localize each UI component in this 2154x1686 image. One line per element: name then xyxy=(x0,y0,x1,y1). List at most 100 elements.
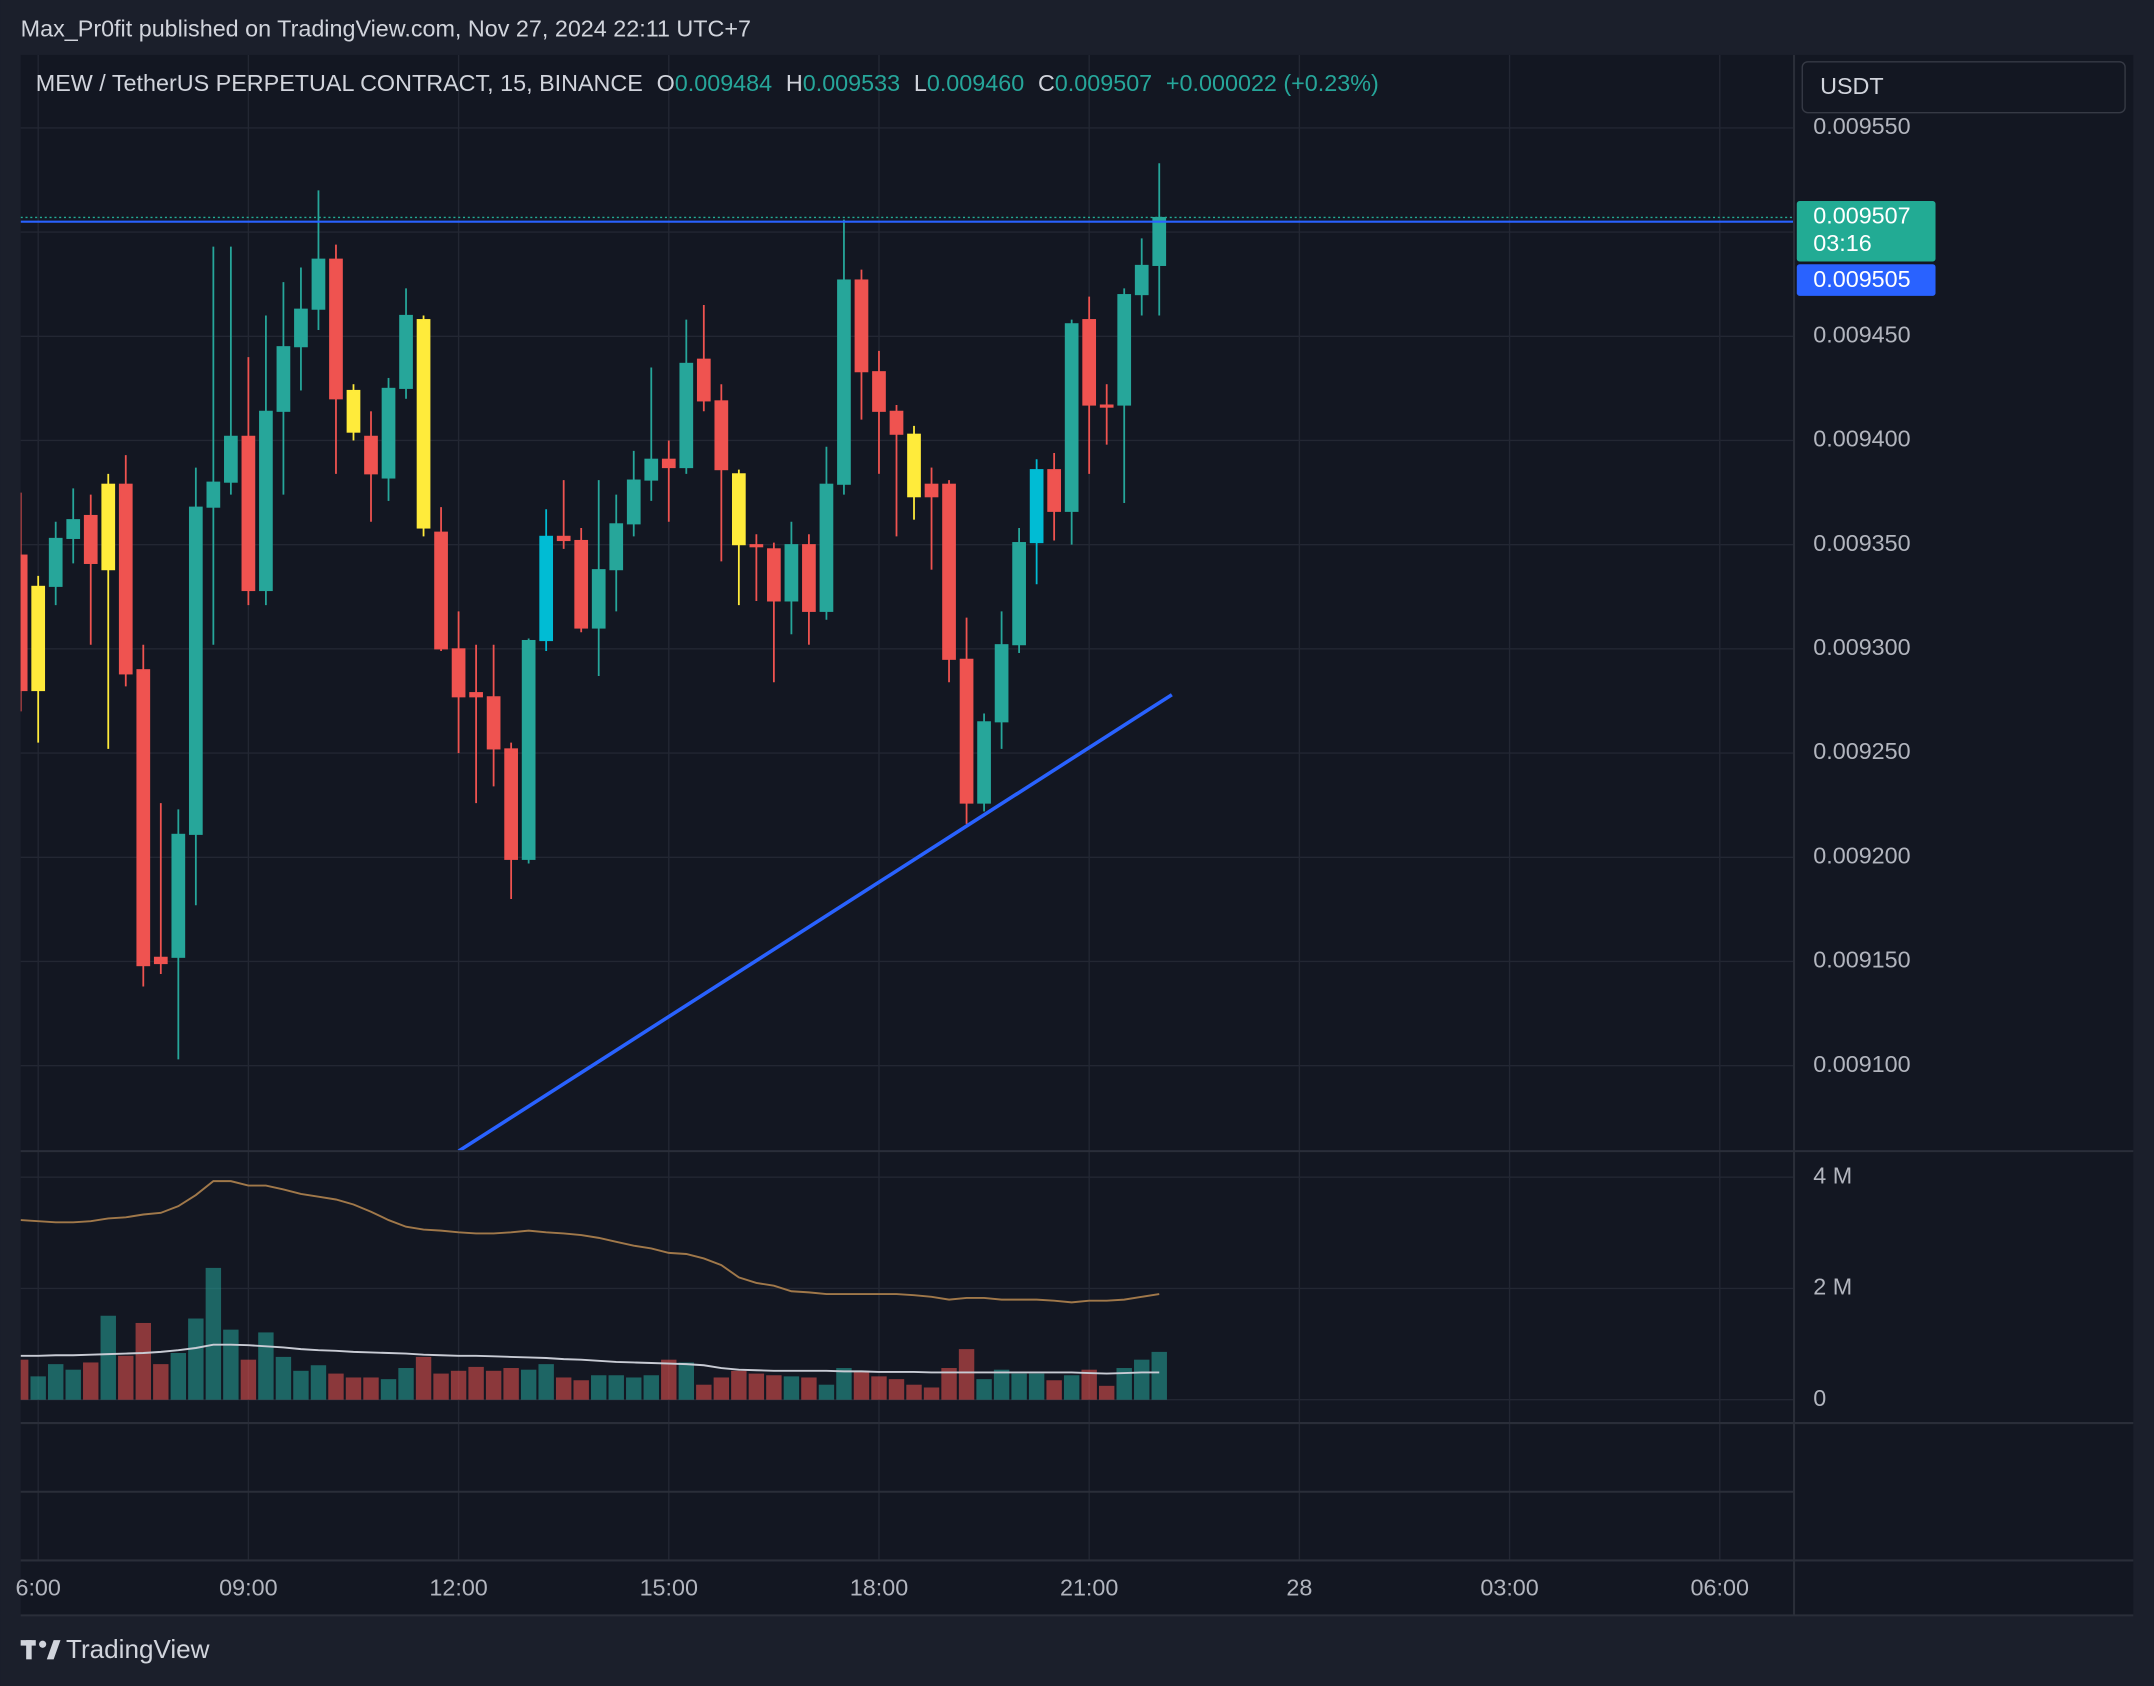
trend-line xyxy=(457,693,1173,1152)
candle-body xyxy=(206,481,221,508)
candle-body xyxy=(767,548,781,602)
candle-body xyxy=(241,435,256,592)
candle-body xyxy=(311,258,326,310)
volume-bar xyxy=(678,1362,695,1400)
candle-body xyxy=(224,435,238,483)
volume-bar xyxy=(83,1362,99,1400)
ohlc-value: 0.009460 xyxy=(927,70,1024,96)
y-tick-label: 2 M xyxy=(1813,1274,1852,1300)
candle-body xyxy=(364,435,378,475)
volume-bar xyxy=(836,1368,852,1400)
volume-bar xyxy=(1011,1373,1027,1400)
volume-bar xyxy=(520,1369,537,1400)
volume-bar xyxy=(468,1366,484,1400)
volume-bar xyxy=(1151,1351,1167,1400)
volume-bar xyxy=(433,1373,449,1400)
pane-separators xyxy=(20,54,2134,1617)
volume-bar xyxy=(223,1329,239,1400)
candle-body xyxy=(661,458,676,469)
currency[interactable]: USDT xyxy=(1820,73,1884,99)
volume-bar xyxy=(1046,1380,1062,1400)
volume-bar xyxy=(345,1377,362,1400)
candle-body xyxy=(1152,216,1167,266)
volume-bar xyxy=(398,1368,414,1400)
candle-body xyxy=(977,721,991,804)
volume-bar xyxy=(118,1355,134,1400)
candle-body xyxy=(591,569,606,629)
candle-body xyxy=(416,319,431,529)
price-label: 0.009505 xyxy=(1813,266,1910,292)
candle-body xyxy=(118,483,133,675)
volume-bar xyxy=(20,1359,29,1400)
last-price-label: 0.009507 xyxy=(1813,203,1910,229)
change: +0.000022 (+0.23%) xyxy=(1166,70,1379,96)
y-tick-label: 0.009350 xyxy=(1813,530,1910,556)
volume-bar xyxy=(1081,1369,1097,1400)
volume-bar xyxy=(643,1375,659,1400)
volume-bar xyxy=(293,1370,309,1400)
x-tick-label: 09:00 xyxy=(219,1574,277,1600)
volume-bar xyxy=(993,1369,1010,1400)
y-tick-label: 0 xyxy=(1813,1385,1826,1411)
volume-bar xyxy=(871,1376,887,1400)
volume-bar xyxy=(415,1356,432,1400)
candle-body xyxy=(20,554,28,692)
candle-body xyxy=(101,483,116,571)
volume-bar xyxy=(503,1368,519,1400)
volume-bar xyxy=(626,1377,642,1400)
volume-bar xyxy=(450,1370,467,1400)
candle-body xyxy=(136,669,151,967)
candle-body xyxy=(942,483,956,660)
volume-bar xyxy=(906,1384,922,1400)
volume-bar xyxy=(363,1377,379,1400)
candle-body xyxy=(48,537,63,587)
volume-bar xyxy=(748,1373,765,1400)
volume-ma-line xyxy=(20,1343,1160,1375)
candle-body xyxy=(644,458,659,481)
ohlc-label: H xyxy=(786,70,803,96)
ohlc-label: O xyxy=(657,70,675,96)
volume-bar xyxy=(696,1384,712,1400)
candle-body xyxy=(959,658,974,804)
candle-body xyxy=(259,410,273,592)
currency-selector[interactable] xyxy=(1801,61,2126,114)
candle-body xyxy=(504,748,518,860)
legend: MEW / TetherUS PERPETUAL CONTRACT, 15, B… xyxy=(36,70,1379,96)
candle-body xyxy=(626,479,641,525)
volume-bar xyxy=(100,1315,116,1400)
ohlc-value: 0.009533 xyxy=(803,70,900,96)
volume-bar xyxy=(783,1376,800,1400)
candle-body xyxy=(609,523,624,571)
volume-bar xyxy=(1134,1359,1150,1400)
x-tick-label: 15:00 xyxy=(640,1574,698,1600)
candle-body xyxy=(872,371,886,412)
x-tick-label: 21:00 xyxy=(1060,1574,1118,1600)
candle-body xyxy=(994,644,1009,723)
candle-body xyxy=(31,585,46,692)
candle-body xyxy=(924,483,939,498)
candle-body xyxy=(434,531,448,650)
logo xyxy=(20,1640,61,1660)
x-tick-label: 6:00 xyxy=(15,1574,60,1600)
candle-body xyxy=(346,389,361,433)
volume-bar xyxy=(713,1377,730,1400)
volume-bar xyxy=(310,1365,327,1400)
candle-body xyxy=(802,544,816,612)
candle-body xyxy=(539,535,554,642)
candle-body xyxy=(399,314,413,389)
symbol: MEW / TetherUS PERPETUAL CONTRACT, 15, B… xyxy=(36,70,643,96)
volume-bar xyxy=(380,1379,397,1400)
x-tick-label: 06:00 xyxy=(1691,1574,1749,1600)
candle-body xyxy=(188,506,203,835)
y-tick-label: 0.009300 xyxy=(1813,634,1910,660)
volume-bar xyxy=(958,1349,975,1400)
candle-body xyxy=(1117,294,1132,406)
volume-bar xyxy=(48,1364,64,1400)
volume-bar xyxy=(818,1384,835,1400)
volume-bar xyxy=(1116,1368,1132,1400)
candle-body xyxy=(556,535,571,542)
volume-bar xyxy=(573,1380,589,1400)
volume-bar xyxy=(608,1375,624,1400)
volume-bar xyxy=(65,1369,81,1400)
volume-bar xyxy=(135,1322,151,1400)
